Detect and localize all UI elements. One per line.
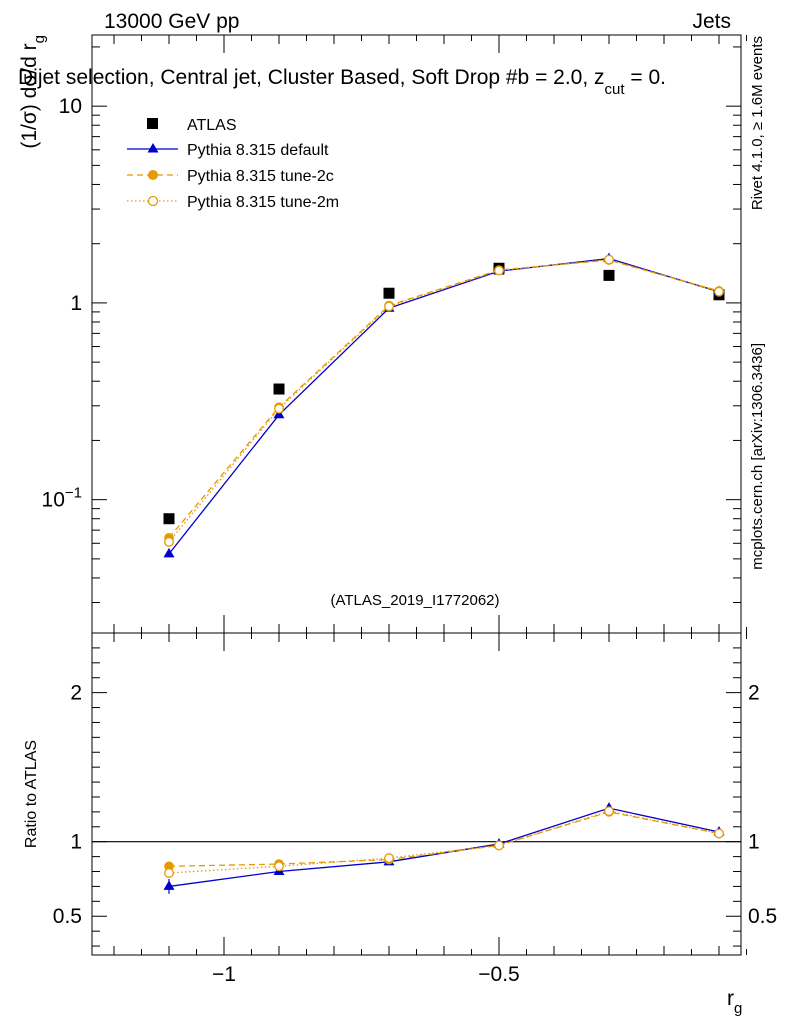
ratio-ytick-label-right: 0.5 — [748, 905, 777, 928]
main-ytick-label: 10 — [59, 95, 82, 118]
legend-marker-atlas — [147, 118, 158, 129]
main-point-data — [603, 269, 615, 281]
x-axis-title: rg — [727, 987, 742, 1017]
ratio-point-tune2m — [384, 853, 394, 864]
selection-title: Dijet selection, Central jet, Cluster Ba… — [18, 66, 666, 98]
ratio-line-default — [168, 807, 720, 888]
selection-title-main: Dijet selection, Central jet, Cluster Ba… — [18, 66, 605, 89]
legend-marker-tune2c — [148, 170, 158, 180]
ratio-panel: 2 2 1 1 0.5 0.5 −1 −0.5 — [53, 632, 777, 986]
ratio-line-tune2c — [168, 811, 720, 867]
ratio-point-tune2m — [274, 861, 284, 872]
main-point-default — [163, 547, 175, 558]
ratio-ytick-label: 2 — [70, 682, 82, 705]
legend-label-tune2c: Pythia 8.315 tune-2c — [187, 168, 334, 185]
ratio-point-tune2m — [714, 828, 724, 839]
main-ytick-label: 1 — [70, 292, 82, 315]
main-ylabel-sub: g — [31, 35, 48, 43]
category-label: Jets — [692, 10, 731, 33]
legend-label-default: Pythia 8.315 default — [187, 142, 329, 159]
legend-label-tune2m: Pythia 8.315 tune-2m — [187, 194, 339, 211]
x-axis-title-text: r — [727, 987, 734, 1010]
main-point-tune2m — [494, 265, 504, 276]
main-point-data — [383, 287, 395, 299]
ratio-xtick-label: −0.5 — [478, 963, 519, 986]
main-ylabel-text: (1/σ) dσ/d r — [18, 43, 41, 148]
ratio-point-default — [163, 880, 175, 890]
x-axis-title-sub: g — [734, 1000, 742, 1017]
main-line-default — [168, 257, 720, 555]
ratio-xtick-label: −1 — [212, 963, 236, 986]
energy-label: 13000 GeV pp — [104, 10, 239, 33]
main-point-tune2m — [274, 403, 284, 414]
legend-label-atlas: ATLAS — [187, 117, 237, 134]
main-point-tune2m — [714, 286, 724, 297]
ratio-ytick-label: 1 — [70, 831, 82, 854]
main-point-tune2m — [384, 301, 394, 312]
main-panel: 10 1 10−1 — [42, 34, 747, 634]
ratio-ylabel: Ratio to ATLAS — [23, 740, 40, 848]
selection-title-end: = 0. — [625, 66, 666, 89]
ratio-point-tune2m — [604, 806, 614, 817]
ratio-point-tune2m — [164, 868, 174, 878]
ratio-frame — [91, 632, 742, 956]
side-label-top: Rivet 4.1.0, ≥ 1.6M events — [749, 36, 766, 210]
side-label-bottom: mcplots.cern.ch [arXiv:1306.3436] — [749, 343, 766, 570]
ratio-ytick-label: 0.5 — [53, 905, 82, 928]
main-point-data — [163, 513, 175, 525]
main-point-data — [273, 383, 285, 395]
main-line-tune2m — [168, 258, 720, 543]
ratio-point-tune2m — [494, 840, 504, 851]
legend: ATLAS Pythia 8.315 default Pythia 8.315 … — [127, 117, 339, 211]
ratio-ytick-label-right: 1 — [748, 831, 760, 854]
ratio-line-tune2m — [168, 810, 720, 874]
main-point-tune2m — [604, 254, 614, 265]
main-ylabel: (1/σ) dσ/d rg — [18, 35, 48, 149]
ratio-ytick-label-right: 2 — [748, 682, 760, 705]
main-line-tune2c — [168, 259, 720, 539]
legend-marker-default — [147, 143, 159, 153]
analysis-id: (ATLAS_2019_I1772062) — [330, 592, 499, 609]
main-ytick-label: 10−1 — [42, 485, 82, 512]
legend-marker-tune2m — [147, 195, 159, 207]
main-point-tune2m — [164, 536, 174, 547]
selection-title-sub: cut — [605, 81, 626, 98]
